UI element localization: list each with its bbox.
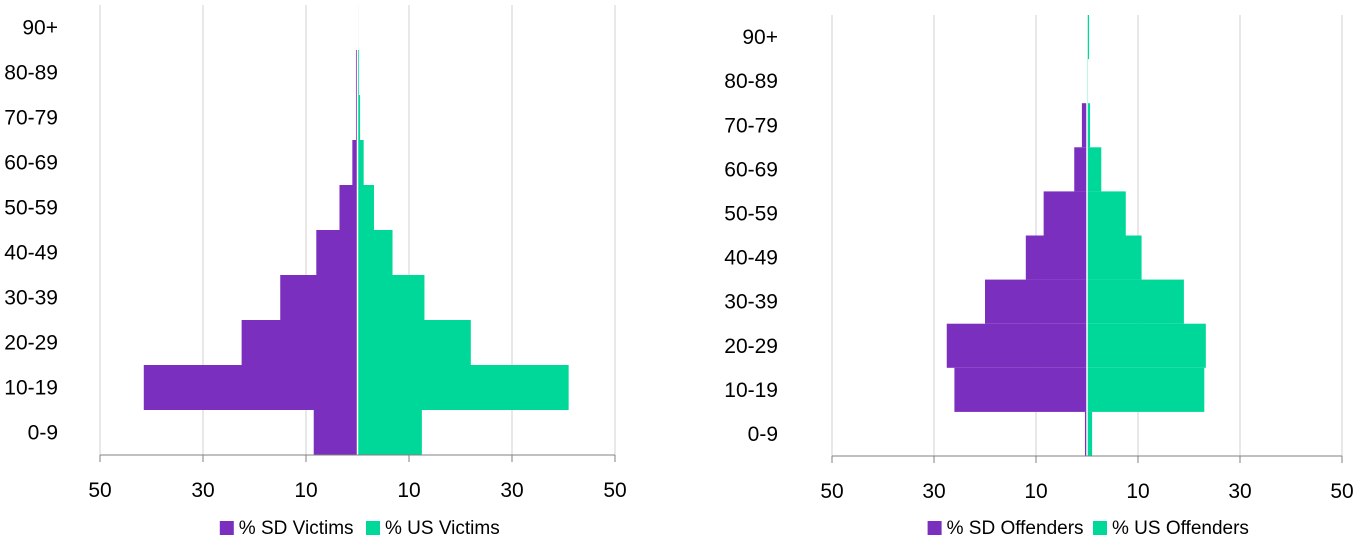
category-label: 20-29 [724,335,778,358]
bar-us [357,230,393,275]
bar-us [1087,103,1091,148]
legend-swatch [219,521,234,535]
bar-us [1087,15,1090,60]
bar-us [357,140,364,185]
bar-us [1087,367,1205,412]
category-label: 30-39 [724,291,778,314]
bar-sd [355,50,358,95]
bar-us [1087,191,1126,236]
bar-us [1087,411,1093,456]
bar-sd [1025,235,1087,280]
category-label: 40-49 [4,242,58,265]
x-tick-label: 50 [820,480,843,503]
category-label: 60-69 [4,152,58,175]
x-tick-label: 10 [397,479,420,502]
category-label: 0-9 [748,423,778,446]
bar-sd [1081,103,1087,148]
category-label: 50-59 [4,197,58,220]
x-tick-label: 30 [191,479,214,502]
category-label: 40-49 [724,247,778,270]
category-label: 60-69 [724,158,778,181]
bar-sd [316,230,358,275]
category-label: 30-39 [4,287,58,310]
bar-us [357,275,425,320]
bar-sd [280,275,358,320]
legend-label: % SD Victims [239,518,354,539]
bar-us [357,50,360,95]
bar-us [357,320,471,365]
category-label: 70-79 [4,107,58,130]
bar-us [357,365,569,410]
bar-sd [946,323,1087,368]
bar-sd [352,140,358,185]
category-label: 10-19 [4,377,58,400]
bar-sd [985,279,1087,324]
bar-sd [355,95,358,140]
bar-us [357,185,374,230]
x-tick-label: 10 [294,479,317,502]
bar-sd [339,185,358,230]
category-label: 20-29 [4,332,58,355]
category-label: 80-89 [4,62,58,85]
category-label: 10-19 [724,379,778,402]
bar-sd [1074,147,1087,192]
x-tick-label: 10 [1126,480,1149,503]
category-label: 80-89 [724,70,778,93]
x-tick-label: 30 [1228,480,1251,503]
bar-us [1087,323,1206,368]
bar-us [1087,235,1142,280]
x-tick-label: 30 [500,479,523,502]
legend-label: % SD Offenders [947,518,1084,539]
legend-label: % US Offenders [1112,518,1249,539]
bar-sd [143,365,358,410]
category-label: 70-79 [724,114,778,137]
bar-sd [241,320,358,365]
bar-sd [1084,411,1087,456]
bar-sd [954,367,1087,412]
x-tick-label: 10 [1024,480,1047,503]
legend-swatch [366,521,380,535]
category-label: 90+ [22,17,58,40]
bar-us [357,95,361,140]
bar-us [1087,147,1102,192]
x-tick-label: 50 [603,479,626,502]
legend-swatch [1093,521,1107,535]
x-tick-label: 30 [922,480,945,503]
legend-label: % US Victims [385,518,500,539]
bar-sd [1043,191,1087,236]
legend-swatch [927,521,942,535]
category-label: 90+ [742,26,778,49]
bar-us [357,410,422,455]
category-label: 0-9 [28,422,58,445]
bar-sd [313,410,358,455]
x-tick-label: 50 [88,479,111,502]
x-tick-label: 50 [1330,480,1353,503]
category-label: 50-59 [724,202,778,225]
bar-us [1087,279,1184,324]
